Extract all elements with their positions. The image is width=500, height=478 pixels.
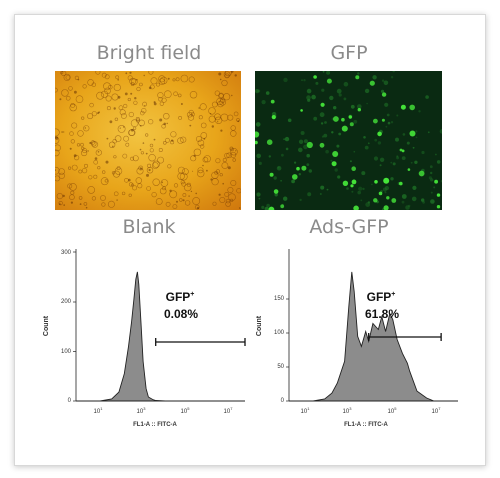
blank-histogram: Count 0 100 200 300 101 103 105 107 FL1-…: [43, 249, 246, 428]
bright-field-image: [55, 71, 241, 210]
ads-gfp-histogram: Count 0 50 100 150 101 103 105 107 FL1-A…: [256, 249, 458, 428]
x-tick-10-1: 101: [301, 406, 311, 415]
x-tick-10-7: 107: [432, 406, 442, 415]
gate-label: GFP+: [367, 290, 396, 304]
blank-histogram-area: [76, 271, 245, 402]
y-tick-50: 50: [277, 364, 284, 370]
gate-label: GFP+: [166, 290, 195, 304]
gfp-title: GFP: [330, 42, 368, 64]
blank-gate-line: [155, 338, 246, 346]
y-tick-150: 150: [274, 296, 285, 302]
figure-card: Bright field GFP Blank Ads-GFP Count 0 1…: [14, 14, 486, 466]
x-tick-10-3: 103: [137, 406, 147, 415]
gfp-fluorescence-image: [255, 71, 442, 210]
x-tick-10-7: 107: [224, 406, 234, 415]
x-tick-10-5: 105: [388, 406, 398, 415]
y-tick-100: 100: [274, 330, 285, 336]
y-tick-200: 200: [61, 299, 72, 305]
x-axis-label: FL1-A :: FITC-A: [133, 422, 177, 428]
y-tick-0: 0: [68, 398, 72, 404]
x-axis-label: FL1-A :: FITC-A: [344, 422, 388, 428]
y-axis-label: Count: [43, 315, 50, 336]
gate-percent: 61.8%: [365, 307, 399, 321]
ads-gfp-title: Ads-GFP: [309, 216, 389, 238]
y-tick-300: 300: [61, 250, 72, 256]
y-tick-0: 0: [281, 398, 285, 404]
x-tick-10-5: 105: [181, 406, 191, 415]
y-axis-label: Count: [256, 315, 263, 336]
ads-gfp-gate-line: [368, 333, 442, 341]
y-tick-100: 100: [61, 349, 72, 355]
gate-percent: 0.08%: [164, 307, 198, 321]
bright-field-title: Bright field: [96, 42, 202, 64]
x-tick-10-3: 103: [343, 406, 353, 415]
histogram-area-path: [76, 271, 245, 402]
x-tick-10-1: 101: [94, 406, 104, 415]
blank-title: Blank: [122, 216, 176, 238]
